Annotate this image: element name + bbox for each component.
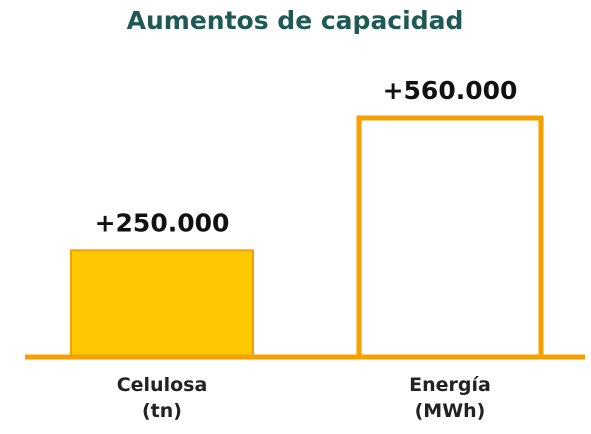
chart-title: Aumentos de capacidad — [127, 6, 464, 35]
category-label: Energía (MWh) — [409, 374, 491, 422]
category-label: Celulosa (tn) — [116, 374, 208, 422]
bar — [356, 115, 544, 360]
value-label: +250.000 — [95, 208, 230, 237]
bar — [70, 249, 254, 358]
value-label: +560.000 — [383, 76, 518, 105]
